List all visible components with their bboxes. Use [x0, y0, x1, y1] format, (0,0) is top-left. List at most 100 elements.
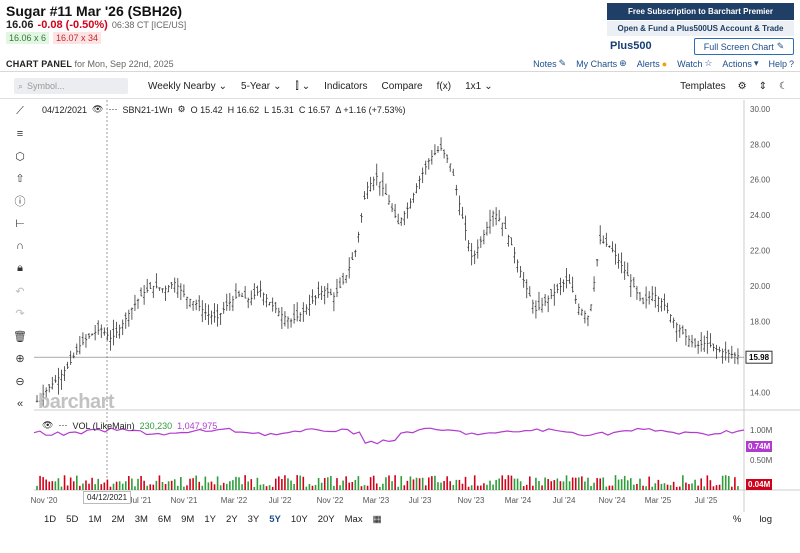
x-tick-label: Nov '23: [458, 496, 485, 505]
indicators-button[interactable]: Indicators: [324, 80, 368, 92]
shape-tool-icon[interactable]: ⬡: [15, 150, 25, 163]
chart-type-dropdown[interactable]: ⫿ ⌄: [296, 81, 311, 92]
volume-bar: [235, 476, 237, 490]
volume-bar: [400, 476, 403, 490]
period-button-6m[interactable]: 6M: [157, 514, 172, 525]
period-button-10y[interactable]: 10Y: [290, 514, 308, 525]
volume-bar: [529, 476, 531, 490]
arrow-tool-icon[interactable]: ⇧: [15, 173, 25, 186]
volume-bar: [688, 484, 690, 490]
zoom-out-icon[interactable]: ⊖: [15, 375, 25, 388]
plus-circle-icon: ⊕: [619, 58, 627, 68]
magnet-icon[interactable]: ∩: [16, 240, 24, 253]
trash-icon[interactable]: 🗑︎: [13, 330, 27, 343]
volume-bar: [287, 478, 289, 490]
alerts-link[interactable]: Alerts ●: [636, 58, 668, 69]
volume-bar: [642, 485, 644, 490]
line-tool-icon[interactable]: ⟋: [16, 104, 24, 117]
volume-bar: [685, 482, 687, 490]
divider: [0, 71, 800, 72]
period-button-1y[interactable]: 1Y: [204, 514, 216, 525]
volume-bar: [443, 480, 445, 490]
my-charts-link[interactable]: My Charts ⊕: [576, 58, 627, 69]
percent-toggle[interactable]: %: [732, 514, 742, 525]
gear-icon[interactable]: ⚙: [737, 80, 747, 92]
period-dropdown[interactable]: 5-Year ⌄: [241, 80, 282, 92]
volume-bar: [317, 477, 320, 490]
period-button-2y[interactable]: 2Y: [225, 514, 238, 525]
layout-dropdown[interactable]: 1x1 ⌄: [465, 80, 493, 92]
fibonacci-tool-icon[interactable]: ≡: [16, 127, 24, 140]
volume-bar: [633, 484, 635, 490]
watch-link[interactable]: Watch ☆: [677, 58, 713, 69]
compare-button[interactable]: Compare: [381, 80, 423, 92]
volume-bar: [397, 486, 399, 490]
promo-premier-link[interactable]: Free Subscription to Barchart Premier: [607, 3, 794, 20]
calendar-icon[interactable]: ▦: [372, 514, 382, 525]
volume-bar: [556, 478, 559, 490]
volume-bar: [532, 485, 534, 490]
toolbar-right: Templates ⚙ ⇕ ☾: [680, 77, 788, 95]
period-button-max[interactable]: Max: [344, 514, 363, 525]
volume-bar: [57, 478, 60, 490]
period-button-3m[interactable]: 3M: [134, 514, 148, 525]
more-icon[interactable]: ⋯: [108, 104, 118, 114]
volume-bar: [229, 481, 231, 490]
period-button-2m[interactable]: 2M: [111, 514, 125, 525]
eye-icon[interactable]: 👁︎: [92, 104, 104, 114]
gear-icon[interactable]: ⚙: [177, 104, 186, 114]
measure-tool-icon[interactable]: ⊢: [15, 218, 25, 231]
symbol-search[interactable]: ⌕ Symbol...: [14, 78, 128, 94]
redo-icon[interactable]: ↷: [15, 308, 25, 321]
volume-bar: [253, 486, 256, 490]
volume-bar: [703, 486, 706, 490]
volume-bar: [363, 485, 366, 490]
fx-button[interactable]: f(x): [436, 80, 452, 92]
collapse-icon[interactable]: «: [16, 397, 24, 410]
volume-bar: [697, 485, 699, 490]
volume-bar: [391, 481, 393, 490]
notes-link[interactable]: Notes ✎: [533, 58, 567, 69]
price-flag: [745, 350, 773, 364]
volume-bar: [385, 477, 387, 490]
volume-bar: [731, 486, 733, 490]
promo-plus500-link[interactable]: Open & Fund a Plus500US Account & Trade: [607, 21, 794, 36]
info-tool-icon[interactable]: ⓘ: [14, 196, 26, 209]
volume-bar: [666, 484, 669, 490]
expand-icon[interactable]: ⇕: [758, 80, 768, 92]
frequency-dropdown[interactable]: Weekly Nearby ⌄: [148, 80, 228, 92]
templates-dropdown[interactable]: Templates: [680, 80, 726, 92]
period-button-5y[interactable]: 5Y: [269, 514, 281, 525]
period-button-1m[interactable]: 1M: [88, 514, 102, 525]
undo-icon[interactable]: ↶: [15, 285, 25, 298]
volume-bar: [718, 484, 721, 490]
chevron-down-icon: ⌄: [273, 80, 282, 92]
volume-bar: [577, 477, 580, 490]
period-button-20y[interactable]: 20Y: [317, 514, 335, 525]
volume-legend: 👁︎ ⋯ VOL (LikeMain) 230,230 1,047,975: [42, 420, 217, 431]
volume-bar: [427, 477, 430, 490]
volume-bar: [91, 477, 93, 490]
dark-mode-icon[interactable]: ☾: [779, 80, 788, 92]
volume-bar: [357, 476, 360, 490]
plus500-logo[interactable]: Plus500: [610, 40, 652, 52]
period-button-5d[interactable]: 5D: [66, 514, 79, 525]
help-link[interactable]: Help?: [768, 58, 794, 69]
volume-bar: [372, 475, 375, 490]
volume-bar: [305, 486, 308, 490]
period-button-3y[interactable]: 3Y: [247, 514, 260, 525]
actions-menu[interactable]: Actions ▾: [722, 58, 759, 69]
full-screen-chart-button[interactable]: Full Screen Chart ✎: [694, 38, 794, 55]
panel-date: for Mon, Sep 22nd, 2025: [74, 59, 174, 69]
volume-bar: [97, 478, 100, 490]
log-toggle[interactable]: log: [759, 514, 772, 525]
eye-icon[interactable]: 👁︎: [42, 420, 54, 430]
more-icon[interactable]: ⋯: [58, 420, 68, 430]
volume-bar: [660, 483, 663, 490]
period-button-1d[interactable]: 1D: [44, 514, 57, 525]
period-button-9m[interactable]: 9M: [181, 514, 195, 525]
volume-bar: [446, 476, 448, 490]
zoom-in-icon[interactable]: ⊕: [15, 353, 25, 366]
lock-icon[interactable]: 🔒︎: [17, 262, 23, 275]
